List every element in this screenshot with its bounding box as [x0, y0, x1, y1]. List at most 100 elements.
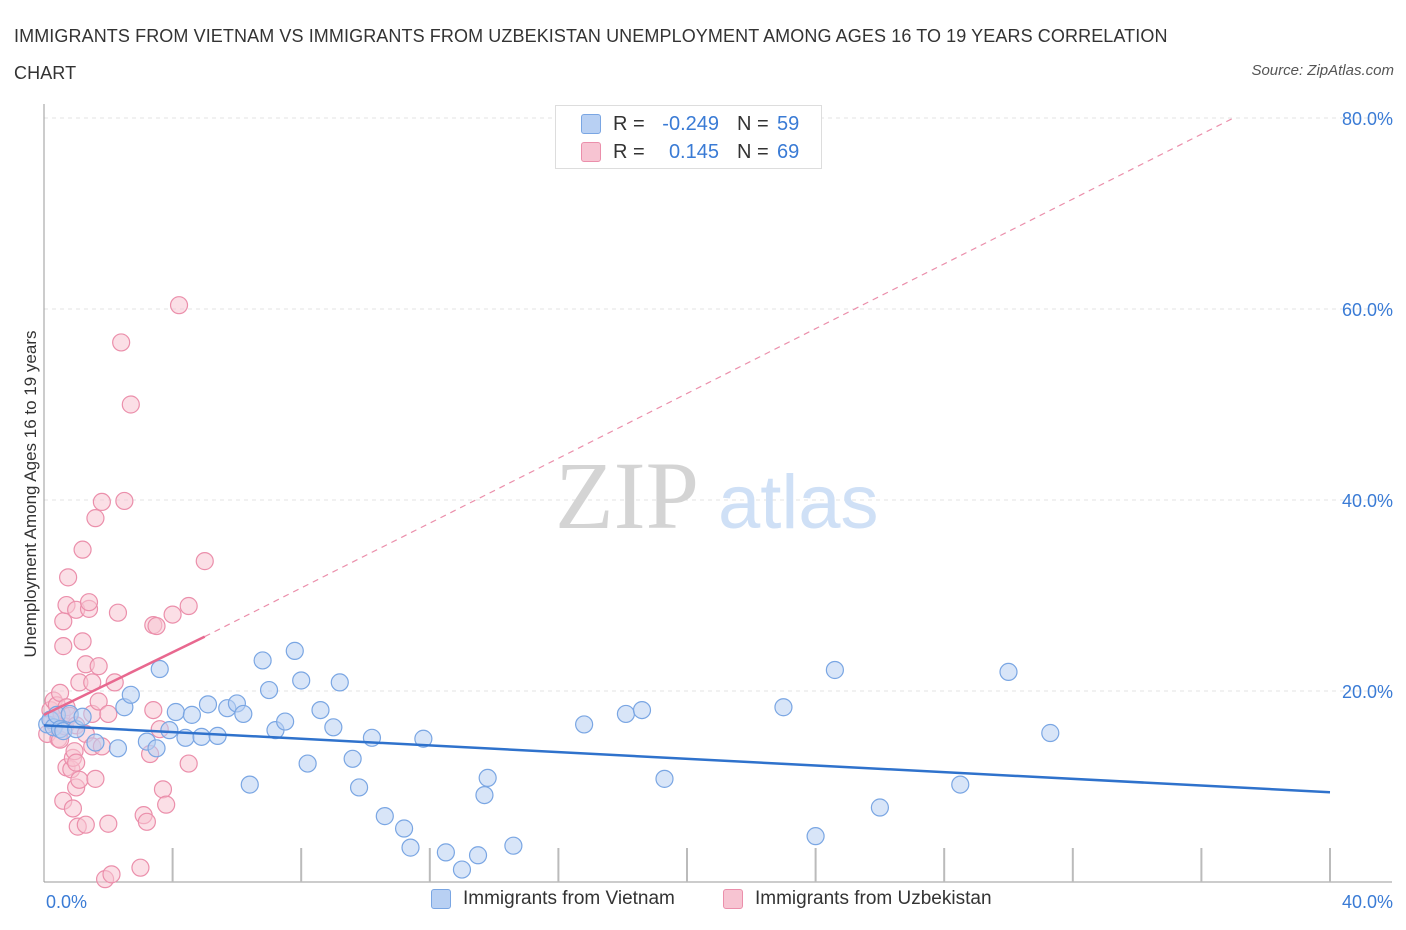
point-vietnam: [825, 660, 844, 680]
point-vietnam: [349, 778, 369, 797]
y-tick-label: 20.0%: [1342, 682, 1393, 702]
point-uzbekistan: [92, 492, 111, 512]
point-uzbekistan: [115, 491, 134, 511]
uzbekistan-r-value: 0.145: [668, 140, 719, 163]
point-uzbekistan: [73, 540, 92, 559]
uzbekistan-points: [38, 296, 214, 889]
point-vietnam: [475, 785, 494, 805]
point-vietnam: [401, 838, 420, 857]
vietnam-points: [38, 641, 1060, 879]
y-tick-label: 80.0%: [1342, 109, 1393, 129]
grid-lines: [44, 117, 1392, 692]
legend-label-uzbekistan: Immigrants from Uzbekistan: [755, 888, 992, 909]
vietnam-r-value: -0.249: [662, 112, 719, 135]
stats-box: R = -0.249 N = 59 R = 0.145 N = 69: [555, 105, 822, 169]
point-vietnam: [73, 707, 92, 726]
point-vietnam: [504, 836, 523, 855]
point-vietnam: [166, 702, 185, 722]
tick-labels: 20.0% 40.0% 60.0% 80.0% 0.0% 40.0%: [46, 109, 1393, 912]
point-uzbekistan: [179, 754, 198, 773]
point-vietnam: [616, 704, 636, 724]
trend-lines: [43, 117, 1331, 794]
chart-title: IMMIGRANTS FROM VIETNAM VS IMMIGRANTS FR…: [14, 26, 1168, 83]
point-uzbekistan: [131, 858, 150, 877]
x-tick-label: 0.0%: [46, 892, 87, 912]
point-uzbekistan: [99, 814, 118, 833]
point-vietnam: [468, 846, 488, 865]
point-uzbekistan: [179, 596, 198, 616]
y-tick-label: 60.0%: [1342, 300, 1393, 320]
n-label: N =: [737, 140, 769, 163]
watermark-zip: ZIP: [555, 442, 699, 549]
point-vietnam: [234, 704, 253, 724]
point-uzbekistan: [67, 753, 86, 772]
point-uzbekistan: [147, 616, 166, 636]
x-tick-label: 40.0%: [1342, 892, 1393, 912]
stats-row-uzbekistan: R = 0.145 N = 69: [581, 140, 799, 164]
legend-item-vietnam[interactable]: Immigrants from Vietnam: [431, 888, 675, 910]
point-vietnam: [192, 727, 211, 746]
point-vietnam: [259, 680, 279, 700]
trendline-uzbekistan-extended: [204, 117, 1234, 638]
point-uzbekistan: [76, 815, 95, 834]
point-vietnam: [999, 662, 1018, 682]
point-vietnam: [655, 769, 674, 788]
point-uzbekistan: [169, 296, 189, 315]
stats-row-vietnam: R = -0.249 N = 59: [581, 112, 799, 136]
point-vietnam: [160, 721, 179, 740]
point-uzbekistan: [157, 795, 176, 814]
point-vietnam: [1041, 723, 1060, 743]
point-vietnam: [375, 807, 394, 826]
point-vietnam: [324, 718, 343, 737]
point-vietnam: [108, 739, 128, 758]
legend: Immigrants from Vietnam Immigrants from …: [0, 888, 1406, 916]
point-uzbekistan: [163, 605, 182, 624]
point-uzbekistan: [99, 704, 118, 724]
point-uzbekistan: [108, 603, 128, 622]
point-uzbekistan: [195, 552, 214, 571]
point-vietnam: [436, 843, 455, 862]
point-uzbekistan: [63, 799, 83, 818]
point-vietnam: [86, 733, 105, 752]
point-uzbekistan: [59, 568, 78, 587]
uzbekistan-n-value: 69: [777, 140, 800, 163]
point-vietnam: [147, 739, 166, 758]
source-label: Source: ZipAtlas.com: [1251, 62, 1394, 79]
point-uzbekistan: [89, 692, 108, 711]
uzbekistan-swatch: [581, 142, 601, 162]
point-uzbekistan: [54, 637, 73, 656]
point-uzbekistan: [112, 333, 131, 352]
vietnam-n-value: 59: [777, 112, 800, 135]
point-uzbekistan: [121, 395, 140, 414]
trendline-uzbekistan: [43, 635, 206, 716]
point-vietnam: [198, 695, 218, 714]
legend-swatch-uzbekistan: [723, 889, 743, 909]
r-label: R =: [613, 112, 645, 135]
r-label: R =: [613, 140, 645, 163]
point-vietnam: [478, 768, 497, 788]
point-uzbekistan: [79, 593, 99, 612]
point-vietnam: [575, 715, 594, 734]
point-uzbekistan: [70, 770, 89, 789]
point-vietnam: [285, 641, 304, 660]
point-vietnam: [330, 673, 349, 692]
point-vietnam: [414, 729, 433, 748]
y-axis-label: Unemployment Among Ages 16 to 19 years: [21, 331, 40, 658]
point-uzbekistan: [86, 509, 105, 528]
point-vietnam: [774, 698, 793, 717]
legend-item-uzbekistan[interactable]: Immigrants from Uzbekistan: [723, 888, 992, 910]
point-vietnam: [298, 754, 317, 773]
point-uzbekistan: [73, 632, 92, 651]
y-tick-label: 40.0%: [1342, 491, 1393, 511]
point-vietnam: [253, 651, 272, 670]
point-vietnam: [870, 798, 890, 817]
legend-swatch-vietnam: [431, 889, 451, 909]
point-uzbekistan: [86, 769, 105, 788]
watermark-atlas: atlas: [718, 460, 879, 545]
point-vietnam: [343, 749, 362, 768]
point-vietnam: [276, 712, 295, 731]
point-uzbekistan: [153, 780, 173, 799]
point-uzbekistan: [102, 865, 121, 884]
point-vietnam: [452, 860, 472, 879]
n-label: N =: [737, 112, 769, 135]
